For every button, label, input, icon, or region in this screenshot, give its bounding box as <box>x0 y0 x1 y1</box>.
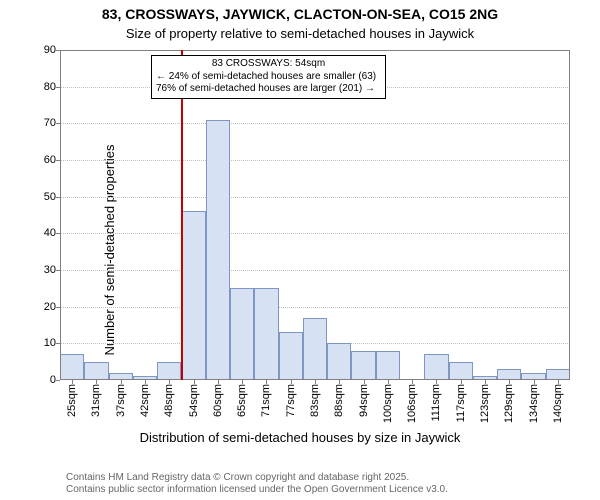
y-tick-mark <box>56 307 60 308</box>
annotation-line: ← 24% of semi-detached houses are smalle… <box>156 71 381 84</box>
plot-area: 0102030405060708090 25sqm31sqm37sqm42sqm… <box>60 50 570 380</box>
x-tick-label: 106sqm <box>406 384 418 423</box>
y-tick-label: 70 <box>44 117 56 129</box>
x-tick-label: 37sqm <box>115 384 127 417</box>
copyright-footer: Contains HM Land Registry data © Crown c… <box>66 472 448 496</box>
x-tick-label: 54sqm <box>188 384 200 417</box>
footer-line: Contains HM Land Registry data © Crown c… <box>66 472 448 484</box>
x-tick-label: 71sqm <box>260 384 272 417</box>
y-tick-mark <box>56 233 60 234</box>
x-tick-label: 83sqm <box>309 384 321 417</box>
y-tick-mark <box>56 87 60 88</box>
chart-container: { "chart": { "type": "histogram", "title… <box>0 0 600 500</box>
x-tick-label: 88sqm <box>333 384 345 417</box>
reference-line <box>181 50 183 380</box>
x-tick-label: 25sqm <box>66 384 78 417</box>
y-tick-label: 30 <box>44 264 56 276</box>
x-tick-label: 100sqm <box>382 384 394 423</box>
annotation-line: 76% of semi-detached houses are larger (… <box>156 83 381 96</box>
chart-title: 83, CROSSWAYS, JAYWICK, CLACTON-ON-SEA, … <box>0 6 600 22</box>
x-tick-label: 111sqm <box>430 384 442 422</box>
x-tick-label: 129sqm <box>503 384 515 423</box>
x-tick-label: 77sqm <box>285 384 297 417</box>
annotation-line: 83 CROSSWAYS: 54sqm <box>156 58 381 71</box>
y-tick-mark <box>56 270 60 271</box>
x-axis-label: Distribution of semi-detached houses by … <box>0 430 600 445</box>
plot-border <box>60 50 570 380</box>
y-tick-label: 50 <box>44 191 56 203</box>
y-tick-label: 90 <box>44 44 56 56</box>
y-tick-label: 60 <box>44 154 56 166</box>
y-tick-mark <box>56 197 60 198</box>
x-tick-label: 48sqm <box>163 384 175 417</box>
y-tick-label: 40 <box>44 227 56 239</box>
y-tick-mark <box>56 50 60 51</box>
x-tick-label: 42sqm <box>139 384 151 417</box>
y-tick-label: 10 <box>44 337 56 349</box>
y-tick-mark <box>56 380 60 381</box>
chart-subtitle: Size of property relative to semi-detach… <box>0 26 600 41</box>
y-tick-label: 80 <box>44 81 56 93</box>
x-tick-label: 140sqm <box>552 384 564 423</box>
x-tick-label: 60sqm <box>212 384 224 417</box>
x-tick-label: 31sqm <box>90 384 102 417</box>
x-tick-label: 117sqm <box>455 384 467 422</box>
y-tick-mark <box>56 123 60 124</box>
footer-line: Contains public sector information licen… <box>66 484 448 496</box>
x-tick-label: 94sqm <box>358 384 370 417</box>
annotation-box: 83 CROSSWAYS: 54sqm← 24% of semi-detache… <box>151 55 386 99</box>
y-tick-mark <box>56 160 60 161</box>
y-tick-label: 20 <box>44 301 56 313</box>
x-tick-label: 123sqm <box>479 384 491 423</box>
x-tick-label: 134sqm <box>528 384 540 423</box>
x-tick-label: 65sqm <box>236 384 248 417</box>
y-tick-mark <box>56 343 60 344</box>
